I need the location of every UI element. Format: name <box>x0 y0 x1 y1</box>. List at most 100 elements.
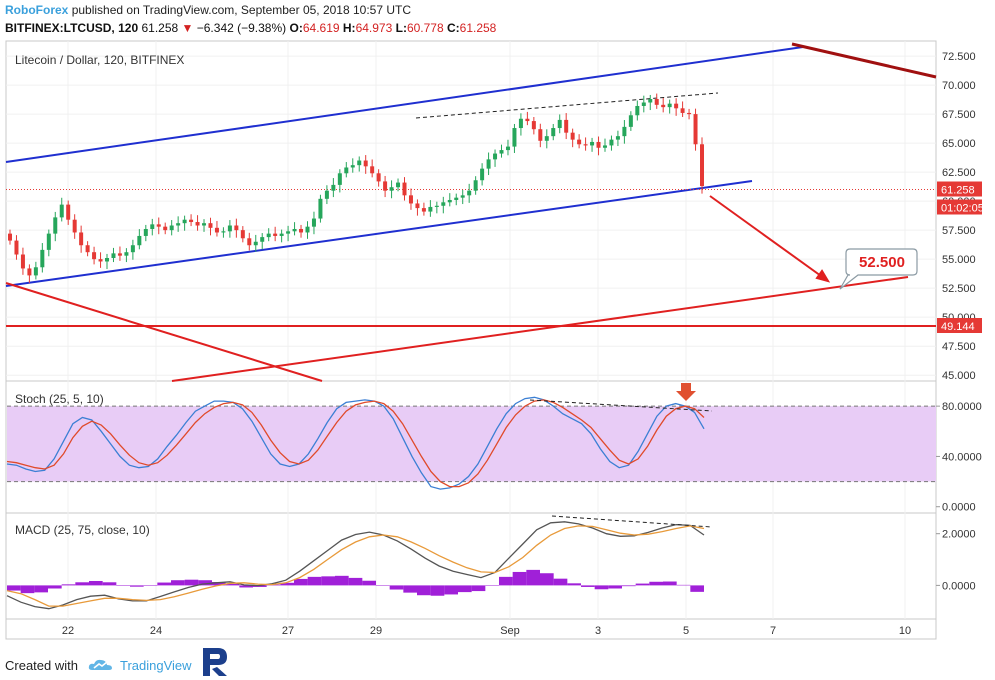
descending-support-line[interactable] <box>5 282 323 382</box>
candle-body <box>493 153 498 160</box>
price-tick-label: 47.500 <box>942 341 976 353</box>
macd-histogram-bar <box>567 583 581 586</box>
candle-body <box>46 233 51 250</box>
candle-body <box>486 159 491 169</box>
price-tick-label: 45.000 <box>942 370 976 382</box>
price-tick-label: 67.500 <box>942 109 976 121</box>
candle-body <box>583 144 588 146</box>
macd-histogram-bar <box>581 585 595 587</box>
candle-body <box>253 241 258 246</box>
macd-histogram-bar <box>7 585 21 591</box>
candle-body <box>337 173 342 185</box>
macd-histogram-bar <box>389 585 404 590</box>
countdown-tag: 01:02:05 <box>941 203 984 215</box>
candle-body <box>480 168 485 181</box>
macd-histogram-bar <box>48 585 62 589</box>
macd-histogram-bar <box>225 583 240 586</box>
candle-body <box>324 190 329 199</box>
macd-histogram-bar <box>512 571 527 586</box>
candle-body <box>408 195 413 204</box>
price-pane[interactable] <box>5 40 937 382</box>
candle-body <box>92 252 97 260</box>
down-arrow-icon: ▼ <box>181 21 194 35</box>
resistance-line[interactable] <box>791 42 937 79</box>
candle-body <box>661 104 666 108</box>
candle-body <box>202 223 207 226</box>
price-tick-label: 55.000 <box>942 254 976 266</box>
high-label: H: <box>342 21 356 35</box>
candle-body <box>622 126 627 137</box>
candle-body <box>214 227 219 233</box>
high-value: 64.973 <box>355 21 393 35</box>
candle-body <box>59 204 64 218</box>
price-divergence-line[interactable] <box>415 92 719 119</box>
candle-body <box>156 224 161 227</box>
macd-histogram-bar <box>430 585 445 596</box>
macd-histogram-bar <box>526 569 540 586</box>
roboforex-logo-icon <box>202 648 227 676</box>
channel-lower-line[interactable] <box>5 180 753 287</box>
tradingview-link[interactable]: TradingView <box>119 657 192 673</box>
candle-body <box>402 182 407 196</box>
candle-body <box>447 199 452 203</box>
macd-histogram-bar <box>102 582 117 586</box>
candle-body <box>130 245 135 253</box>
candle-body <box>176 223 181 226</box>
target-callout[interactable] <box>839 248 918 290</box>
candle-body <box>350 165 355 168</box>
candle-body <box>105 257 110 262</box>
low-label: L: <box>395 21 407 35</box>
macd-histogram-bar <box>157 582 171 586</box>
publish-text: published on TradingView.com, September … <box>71 3 412 17</box>
candle-body <box>525 118 530 122</box>
time-tick-label: 5 <box>683 625 689 637</box>
macd-histogram-bar <box>130 585 144 587</box>
candle-body <box>8 233 12 241</box>
candle-body <box>344 167 349 174</box>
macd-histogram-bar <box>540 573 554 586</box>
chart-canvas[interactable]: 52.500 72.500 70.000 67.500 65.000 62.500 60.… <box>0 0 995 640</box>
tradingview-cloud-icon <box>88 659 112 670</box>
macd-histogram-bar <box>171 580 185 586</box>
candle-body <box>667 103 672 108</box>
macd-histogram-bar <box>608 585 622 589</box>
ascending-support-line[interactable] <box>171 276 909 382</box>
time-tick-label: 24 <box>150 625 162 637</box>
macd-histogram-bar <box>239 585 253 588</box>
candle-body <box>150 224 155 229</box>
price-tick-label: 57.500 <box>942 225 976 237</box>
channel-upper-line[interactable] <box>5 46 804 163</box>
macd-histogram-bar <box>417 585 431 596</box>
candle-body <box>454 197 459 200</box>
stoch-tick-label: 0.0000 <box>942 502 976 514</box>
candle-body <box>182 219 187 224</box>
candle-body <box>396 182 401 188</box>
candle-body <box>674 103 679 109</box>
brand-name[interactable]: RoboForex <box>5 3 69 17</box>
candle-body <box>221 231 226 233</box>
macd-histogram-bar <box>376 585 390 586</box>
candle-body <box>518 118 523 129</box>
last-price-tag: 61.258 <box>941 185 975 197</box>
candle-body <box>641 102 646 106</box>
candle-body <box>124 252 129 256</box>
candle-body <box>531 121 536 130</box>
candle-body <box>551 128 556 137</box>
candle-body <box>389 187 394 191</box>
forecast-arrow-line[interactable] <box>709 195 829 282</box>
time-axis <box>5 618 937 640</box>
candle-body <box>441 202 446 206</box>
macd-signal-line <box>6 525 705 607</box>
macd-histogram-bar <box>663 581 677 586</box>
time-tick-label: Sep <box>500 625 520 637</box>
macd-pane[interactable] <box>5 512 937 620</box>
symbol-name: BITFINEX:LTCUSD, 120 <box>5 21 139 35</box>
candle-body <box>143 228 148 236</box>
macd-histogram-bar <box>89 580 103 586</box>
macd-histogram-bar <box>676 584 691 586</box>
grid-lines <box>6 41 936 619</box>
macd-histogram-bar <box>594 585 609 590</box>
macd-histogram-bar <box>294 578 308 586</box>
stoch-tick-label: 40.0000 <box>942 451 982 463</box>
candle-body <box>693 114 698 145</box>
